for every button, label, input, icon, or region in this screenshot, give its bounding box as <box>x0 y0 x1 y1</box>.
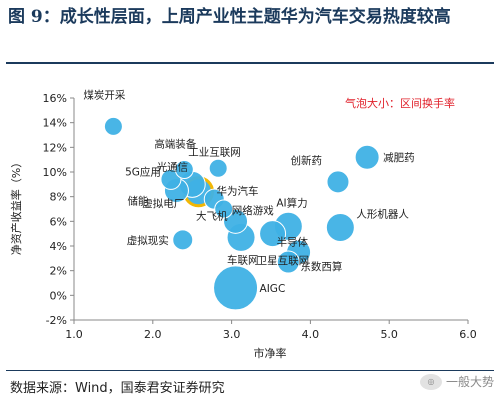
bubble-label-18: 车联网 <box>227 253 259 266</box>
title-divider <box>6 62 494 64</box>
bubble-label-1: 高端装备 <box>154 138 196 151</box>
bubble-label-5: 储能 <box>127 195 148 208</box>
x-axis-label: 市净率 <box>254 346 287 360</box>
bubble-13 <box>325 213 355 242</box>
bubble-14 <box>259 220 287 248</box>
bubble-label-2: 工业互联网 <box>188 146 241 158</box>
y-tick-label: 4% <box>50 240 67 253</box>
watermark-text: 一般大势 <box>445 375 494 389</box>
bubble-label-10: 创新药 <box>290 154 322 167</box>
x-tick-label: 3.0 <box>223 328 241 341</box>
y-tick-label: 10% <box>43 166 67 179</box>
bubble-label-8: 网络游戏 <box>232 204 274 217</box>
bubble-label-15: 卫星互联网 <box>257 255 310 267</box>
y-tick-label: 2% <box>50 265 67 278</box>
bubble-size-annotation: 气泡大小：区间换手率 <box>345 96 455 110</box>
bubble-17 <box>172 229 194 251</box>
legend-box <box>330 92 480 114</box>
y-tick-label: 6% <box>50 215 67 228</box>
bubble-1 <box>174 160 194 180</box>
bubble-11 <box>354 144 380 170</box>
bubble-chart: 气泡大小：区间换手率 -2% 0% 2% 4% 6% 8% 10% 12% 14% 16% 1.0 2… <box>9 88 480 360</box>
bubble-label-19: AIGC <box>260 283 286 295</box>
figure-title: 图 9：成长性层面，上周产业性主题华为汽车交易热度较高 <box>8 7 451 27</box>
bubble-16 <box>276 250 300 274</box>
x-tick-label: 2.0 <box>144 328 162 341</box>
x-tick-label: 6.0 <box>459 328 477 341</box>
source-divider <box>6 370 494 371</box>
bubble-label-6: 华为汽车 <box>217 185 259 198</box>
y-tick-label: 8% <box>50 191 67 204</box>
bubble-8 <box>214 199 234 219</box>
y-tick-label: 0% <box>50 289 67 302</box>
bubble-label-11: 减肥药 <box>383 152 415 164</box>
y-tick-label: 12% <box>43 141 67 154</box>
y-axis-label: 净资产收益率（%） <box>9 157 23 255</box>
y-tick-label: -2% <box>46 314 67 327</box>
watermark: ◎ 一般大势 <box>419 373 494 390</box>
bubble-10 <box>326 170 350 194</box>
x-tick-label: 4.0 <box>302 328 320 341</box>
bubble-label-17: 虚拟现实 <box>127 234 169 247</box>
bubble-label-13: 人形机器人 <box>356 208 409 221</box>
bubble-3 <box>160 168 182 190</box>
bubble-label-9: 大飞机 <box>196 209 228 222</box>
bubble-label-7: 虚拟电厂 <box>142 197 184 210</box>
bubble-label-0: 煤炭开采 <box>83 88 125 101</box>
x-tick-label: 1.0 <box>65 328 83 341</box>
wechat-icon: ◎ <box>419 373 442 390</box>
data-source: 数据来源：Wind，国泰君安证券研究 <box>10 381 225 396</box>
bubble-19 <box>213 265 259 311</box>
bubble-label-3: 5G应用 <box>125 165 161 178</box>
bubble-label-16: 东数西算 <box>300 260 342 273</box>
bubble-label-12: AI算力 <box>276 196 307 209</box>
bubble-label-14: 半导体 <box>277 236 309 249</box>
y-tick-label: 16% <box>43 92 67 105</box>
y-tick-label: 14% <box>43 117 67 130</box>
bubble-label-4: 光通信 <box>157 160 189 173</box>
bubble-2 <box>208 158 228 178</box>
x-tick-label: 5.0 <box>380 328 398 341</box>
bubble-0 <box>103 116 123 136</box>
